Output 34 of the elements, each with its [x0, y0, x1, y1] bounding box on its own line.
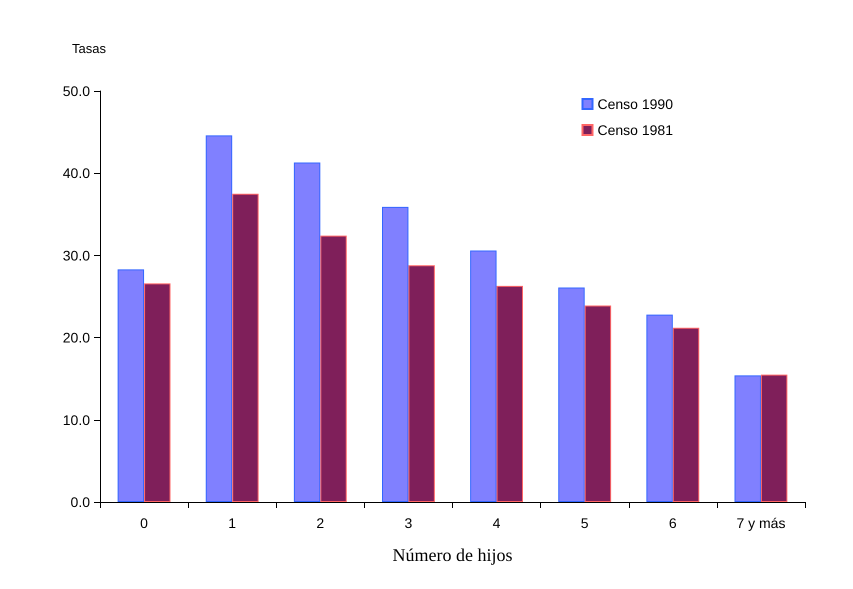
- bar: [320, 236, 347, 502]
- bar: [496, 286, 523, 502]
- y-tick-label: 10.0: [62, 412, 90, 428]
- y-tick-label: 0.0: [70, 494, 90, 510]
- bar: [584, 306, 612, 502]
- x-tick-label: 1: [228, 515, 236, 531]
- bar: [734, 375, 761, 502]
- y-tick-label: 20.0: [62, 330, 90, 346]
- bar: [760, 374, 788, 502]
- x-tick-label: 2: [316, 515, 324, 531]
- bar: [408, 265, 435, 502]
- legend-label: Censo 1990: [597, 96, 674, 112]
- x-tick-label: 3: [404, 515, 413, 531]
- x-tick-label: 7 y más: [736, 515, 786, 531]
- bar: [206, 135, 232, 502]
- bar: [672, 328, 700, 502]
- y-tick-label: 50.0: [62, 83, 90, 99]
- x-tick-label: 5: [580, 515, 589, 531]
- bar: [118, 269, 144, 502]
- bar: [232, 194, 259, 502]
- x-tick-label: 0: [140, 515, 148, 531]
- y-tick-label: 30.0: [62, 247, 90, 264]
- bar: [558, 287, 585, 502]
- bar: [294, 162, 320, 502]
- x-tick-label: 4: [492, 515, 501, 531]
- y-axis-title: Tasas: [72, 41, 106, 56]
- bar: [646, 314, 673, 502]
- x-axis-title: Número de hijos: [392, 545, 512, 565]
- bar: [470, 250, 497, 502]
- y-tick-label: 40.0: [62, 165, 90, 182]
- bar: [144, 283, 170, 502]
- bar: [382, 206, 408, 502]
- legend-label: Censo 1981: [597, 122, 674, 138]
- x-tick-label: 6: [668, 515, 677, 531]
